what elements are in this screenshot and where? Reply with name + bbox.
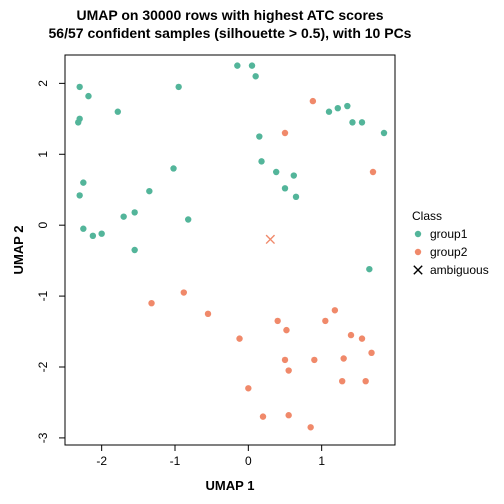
- scatter-point-group1: [256, 133, 262, 139]
- legend-item-group1: group1: [415, 227, 468, 241]
- plot-area-border: [65, 55, 395, 445]
- y-tick-label: 0: [36, 222, 50, 229]
- x-axis-ticks: -2 -1 0 1: [96, 445, 325, 468]
- y-tick-label: 1: [36, 151, 50, 158]
- scatter-point-group2: [260, 413, 266, 419]
- y-axis-label: UMAP 2: [11, 226, 26, 275]
- legend-title: Class: [412, 209, 442, 223]
- scatter-point-group2: [282, 130, 288, 136]
- scatter-point-group1: [249, 62, 255, 68]
- scatter-point-group1: [344, 103, 350, 109]
- scatter-point-group2: [283, 327, 289, 333]
- legend-label-ambiguous: ambiguous: [430, 263, 489, 277]
- y-tick-label: -3: [36, 432, 50, 443]
- y-axis-ticks: -3 -2 -1 0 1 2: [36, 80, 65, 444]
- x-axis-label: UMAP 1: [206, 478, 255, 493]
- scatter-point-group2: [245, 385, 251, 391]
- scatter-point-group1: [90, 233, 96, 239]
- scatter-point-group1: [175, 84, 181, 90]
- scatter-point-group2: [362, 378, 368, 384]
- scatter-point-group1: [146, 188, 152, 194]
- scatter-point-group2: [285, 412, 291, 418]
- scatter-point-group2: [307, 424, 313, 430]
- legend-item-group2: group2: [415, 245, 468, 259]
- scatter-point-group2: [236, 335, 242, 341]
- umap-scatter-chart: UMAP on 30000 rows with highest ATC scor…: [0, 0, 504, 504]
- legend: Class group1 group2 ambiguous: [412, 209, 489, 277]
- scatter-point-group1: [75, 119, 81, 125]
- scatter-point-group1: [80, 226, 86, 232]
- scatter-point-group1: [359, 119, 365, 125]
- x-tick-label: 0: [245, 454, 252, 468]
- scatter-point-group2: [282, 357, 288, 363]
- scatter-point-group2: [359, 335, 365, 341]
- scatter-point-group2: [332, 307, 338, 313]
- scatter-point-group2: [310, 98, 316, 104]
- scatter-point-group1: [293, 194, 299, 200]
- scatter-point-group1: [115, 109, 121, 115]
- scatter-point-group2: [370, 169, 376, 175]
- scatter-point-group1: [76, 84, 82, 90]
- scatter-point-group2: [205, 311, 211, 317]
- y-tick-label: 2: [36, 80, 50, 87]
- x-tick-label: -2: [96, 454, 107, 468]
- scatter-point-group1: [131, 209, 137, 215]
- scatter-point-group1: [185, 216, 191, 222]
- legend-label-group1: group1: [430, 227, 468, 241]
- scatter-point-group1: [335, 105, 341, 111]
- scatter-point-group2: [285, 367, 291, 373]
- legend-label-group2: group2: [430, 245, 468, 259]
- scatter-point-group1: [381, 130, 387, 136]
- scatter-point-group1: [131, 247, 137, 253]
- scatter-point-group1: [366, 266, 372, 272]
- scatter-point-ambiguous: [266, 235, 274, 243]
- scatter-point-group1: [170, 165, 176, 171]
- scatter-point-group1: [76, 192, 82, 198]
- scatter-point-group1: [282, 185, 288, 191]
- scatter-point-group2: [368, 350, 374, 356]
- scatter-point-group2: [340, 355, 346, 361]
- scatter-point-group1: [349, 119, 355, 125]
- chart-title-line1: UMAP on 30000 rows with highest ATC scor…: [76, 7, 383, 23]
- y-tick-label: -2: [36, 361, 50, 372]
- scatter-point-group1: [273, 169, 279, 175]
- scatter-point-group1: [80, 179, 86, 185]
- legend-items: group1 group2 ambiguous: [414, 227, 489, 277]
- scatter-point-group2: [311, 357, 317, 363]
- y-tick-label: -1: [36, 290, 50, 301]
- scatter-point-group1: [85, 93, 91, 99]
- scatter-point-group1: [234, 62, 240, 68]
- x-tick-label: -1: [170, 454, 181, 468]
- scatter-point-group1: [326, 109, 332, 115]
- scatter-point-group1: [291, 172, 297, 178]
- scatter-points: [75, 62, 387, 430]
- scatter-point-group2: [322, 318, 328, 324]
- x-tick-label: 1: [318, 454, 325, 468]
- legend-item-ambiguous: ambiguous: [414, 263, 489, 277]
- chart-title-line2: 56/57 confident samples (silhouette > 0.…: [49, 25, 412, 41]
- scatter-point-group1: [98, 230, 104, 236]
- scatter-point-group1: [258, 158, 264, 164]
- scatter-point-group2: [148, 300, 154, 306]
- scatter-point-group2: [274, 318, 280, 324]
- scatter-point-group1: [120, 213, 126, 219]
- scatter-point-group2: [339, 378, 345, 384]
- scatter-point-group2: [181, 289, 187, 295]
- scatter-point-group1: [252, 73, 258, 79]
- scatter-point-group2: [348, 332, 354, 338]
